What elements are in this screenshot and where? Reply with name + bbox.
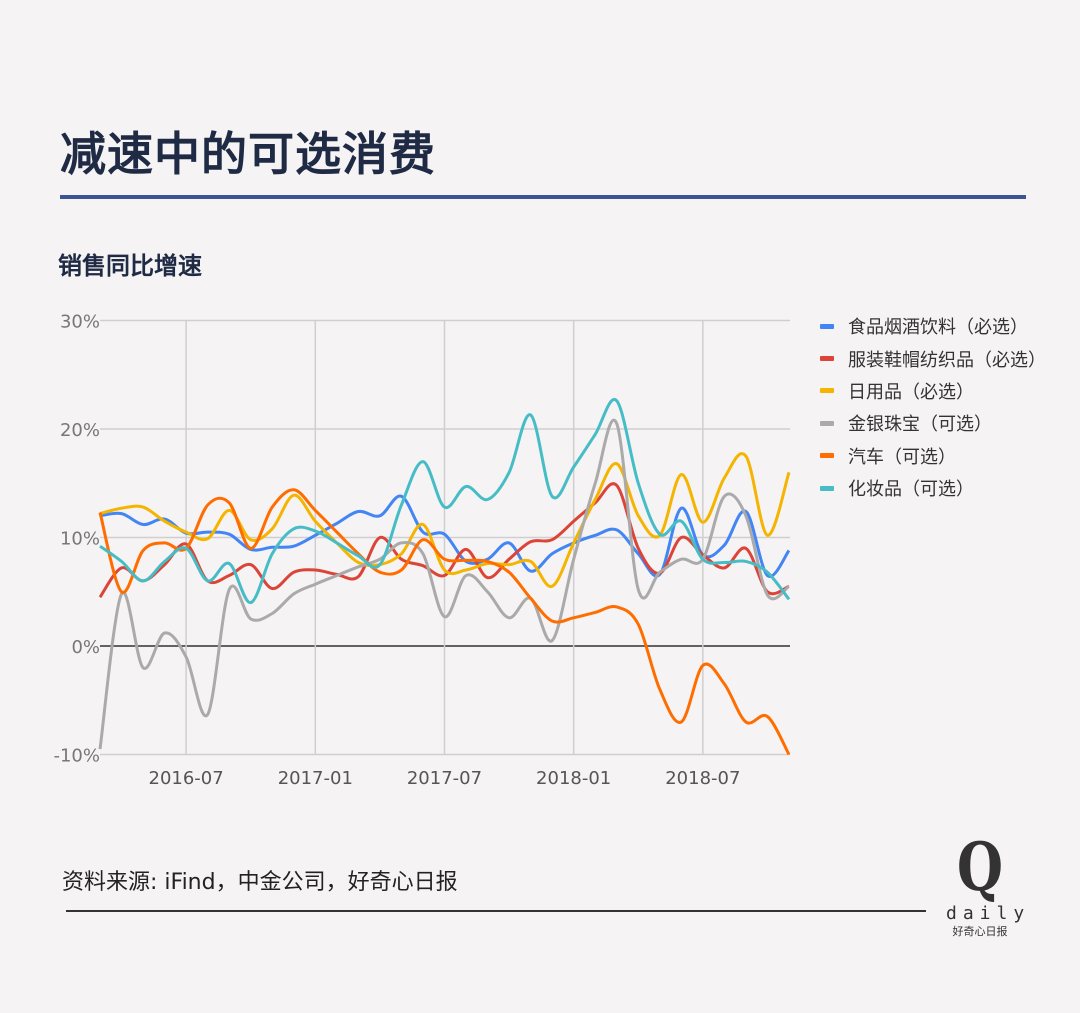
y-tick-label: 0% [71,637,100,658]
x-tick-label: 2017-07 [407,768,482,789]
y-tick-label: 20% [60,420,100,441]
series-line-3 [98,418,790,750]
title-divider [60,195,1026,199]
x-tick-label: 2016-07 [149,768,224,789]
legend-swatch [820,485,834,491]
legend-swatch [820,356,834,362]
legend-swatch [820,323,834,329]
legend-item: 化妆品（可选） [820,472,1046,504]
grid [100,319,790,756]
series-line-4 [98,488,791,756]
x-tick-label: 2017-01 [278,768,353,789]
series-line-1 [98,482,790,599]
legend-swatch [820,388,834,394]
legend-label: 服装鞋帽纺织品（必选） [848,349,1046,371]
logo-word: daily [946,903,1031,924]
legend-label: 金银珠宝（可选） [848,414,992,436]
page-title: 减速中的可选消费 [60,127,436,181]
logo-cn: 好奇心日报 [952,925,1008,938]
source-note: 资料来源: iFind，中金公司，好奇心日报 [62,870,458,895]
y-tick-label: 10% [60,529,100,550]
legend-label: 日用品（必选） [848,381,974,403]
series-lines [98,397,791,756]
legend-item: 日用品（必选） [820,375,1046,407]
logo: Q daily 好奇心日报 [940,828,1031,940]
tick-labels: 30% 20% 10% 0% -10% 2016-07 2017-01 2017-07 2018… [53,312,740,790]
x-tick-label: 2018-01 [536,768,611,789]
footer-divider [66,910,926,912]
legend-item: 服装鞋帽纺织品（必选） [820,342,1046,374]
legend-swatch [820,453,834,459]
legend-label: 化妆品（可选） [848,479,974,501]
chart-subtitle: 销售同比增速 [58,252,202,280]
legend-label: 汽车（可选） [848,446,956,468]
legend-label: 食品烟酒饮料（必选） [848,317,1028,339]
y-tick-label: -10% [53,746,100,767]
legend-item: 金银珠宝（可选） [820,407,1046,439]
y-tick-label: 30% [60,312,100,333]
logo-mark: Q [957,828,1003,906]
series-line-5 [99,397,791,605]
x-tick-label: 2018-07 [665,768,740,789]
legend-item: 食品烟酒饮料（必选） [820,310,1046,342]
series-line-2 [99,452,791,588]
legend-item: 汽车（可选） [820,440,1046,472]
legend: 食品烟酒饮料（必选） 服装鞋帽纺织品（必选） 日用品（必选） 金银珠宝（可选） 汽车（可… [820,310,1046,504]
legend-swatch [820,420,834,426]
